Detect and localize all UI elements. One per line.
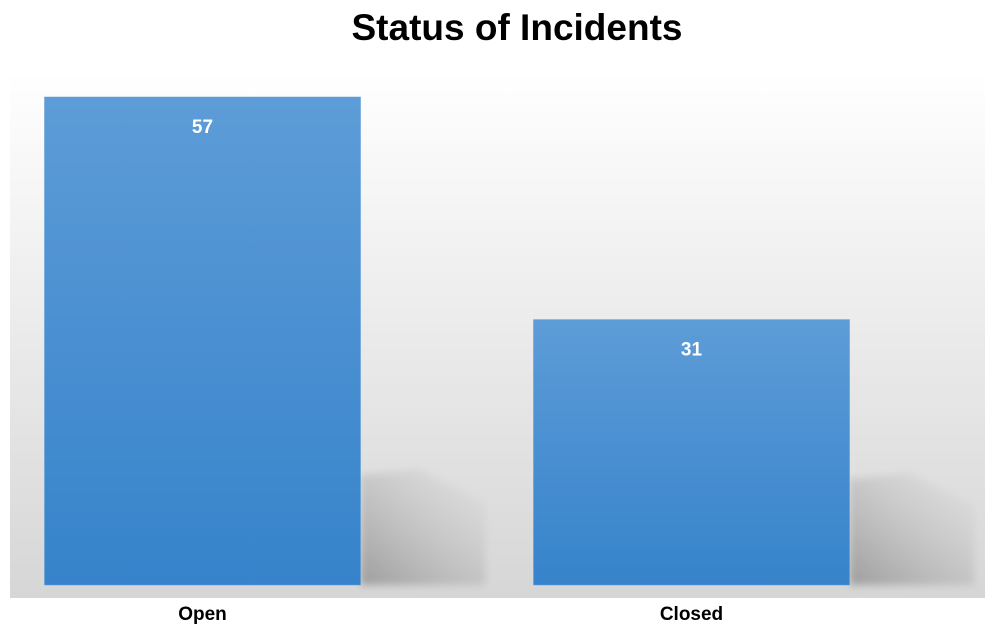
x-tick-label: Closed — [660, 604, 723, 625]
data-label: 31 — [681, 340, 703, 361]
chart-title: Status of Incidents — [352, 7, 683, 48]
x-tick-label: Open — [178, 604, 227, 625]
bar-shadow — [849, 472, 975, 585]
data-label: 57 — [192, 117, 213, 138]
bar-shadow — [360, 469, 486, 585]
bar — [533, 319, 850, 586]
bars: 57 Open 31 Closed — [44, 96, 975, 625]
bar — [44, 96, 361, 586]
